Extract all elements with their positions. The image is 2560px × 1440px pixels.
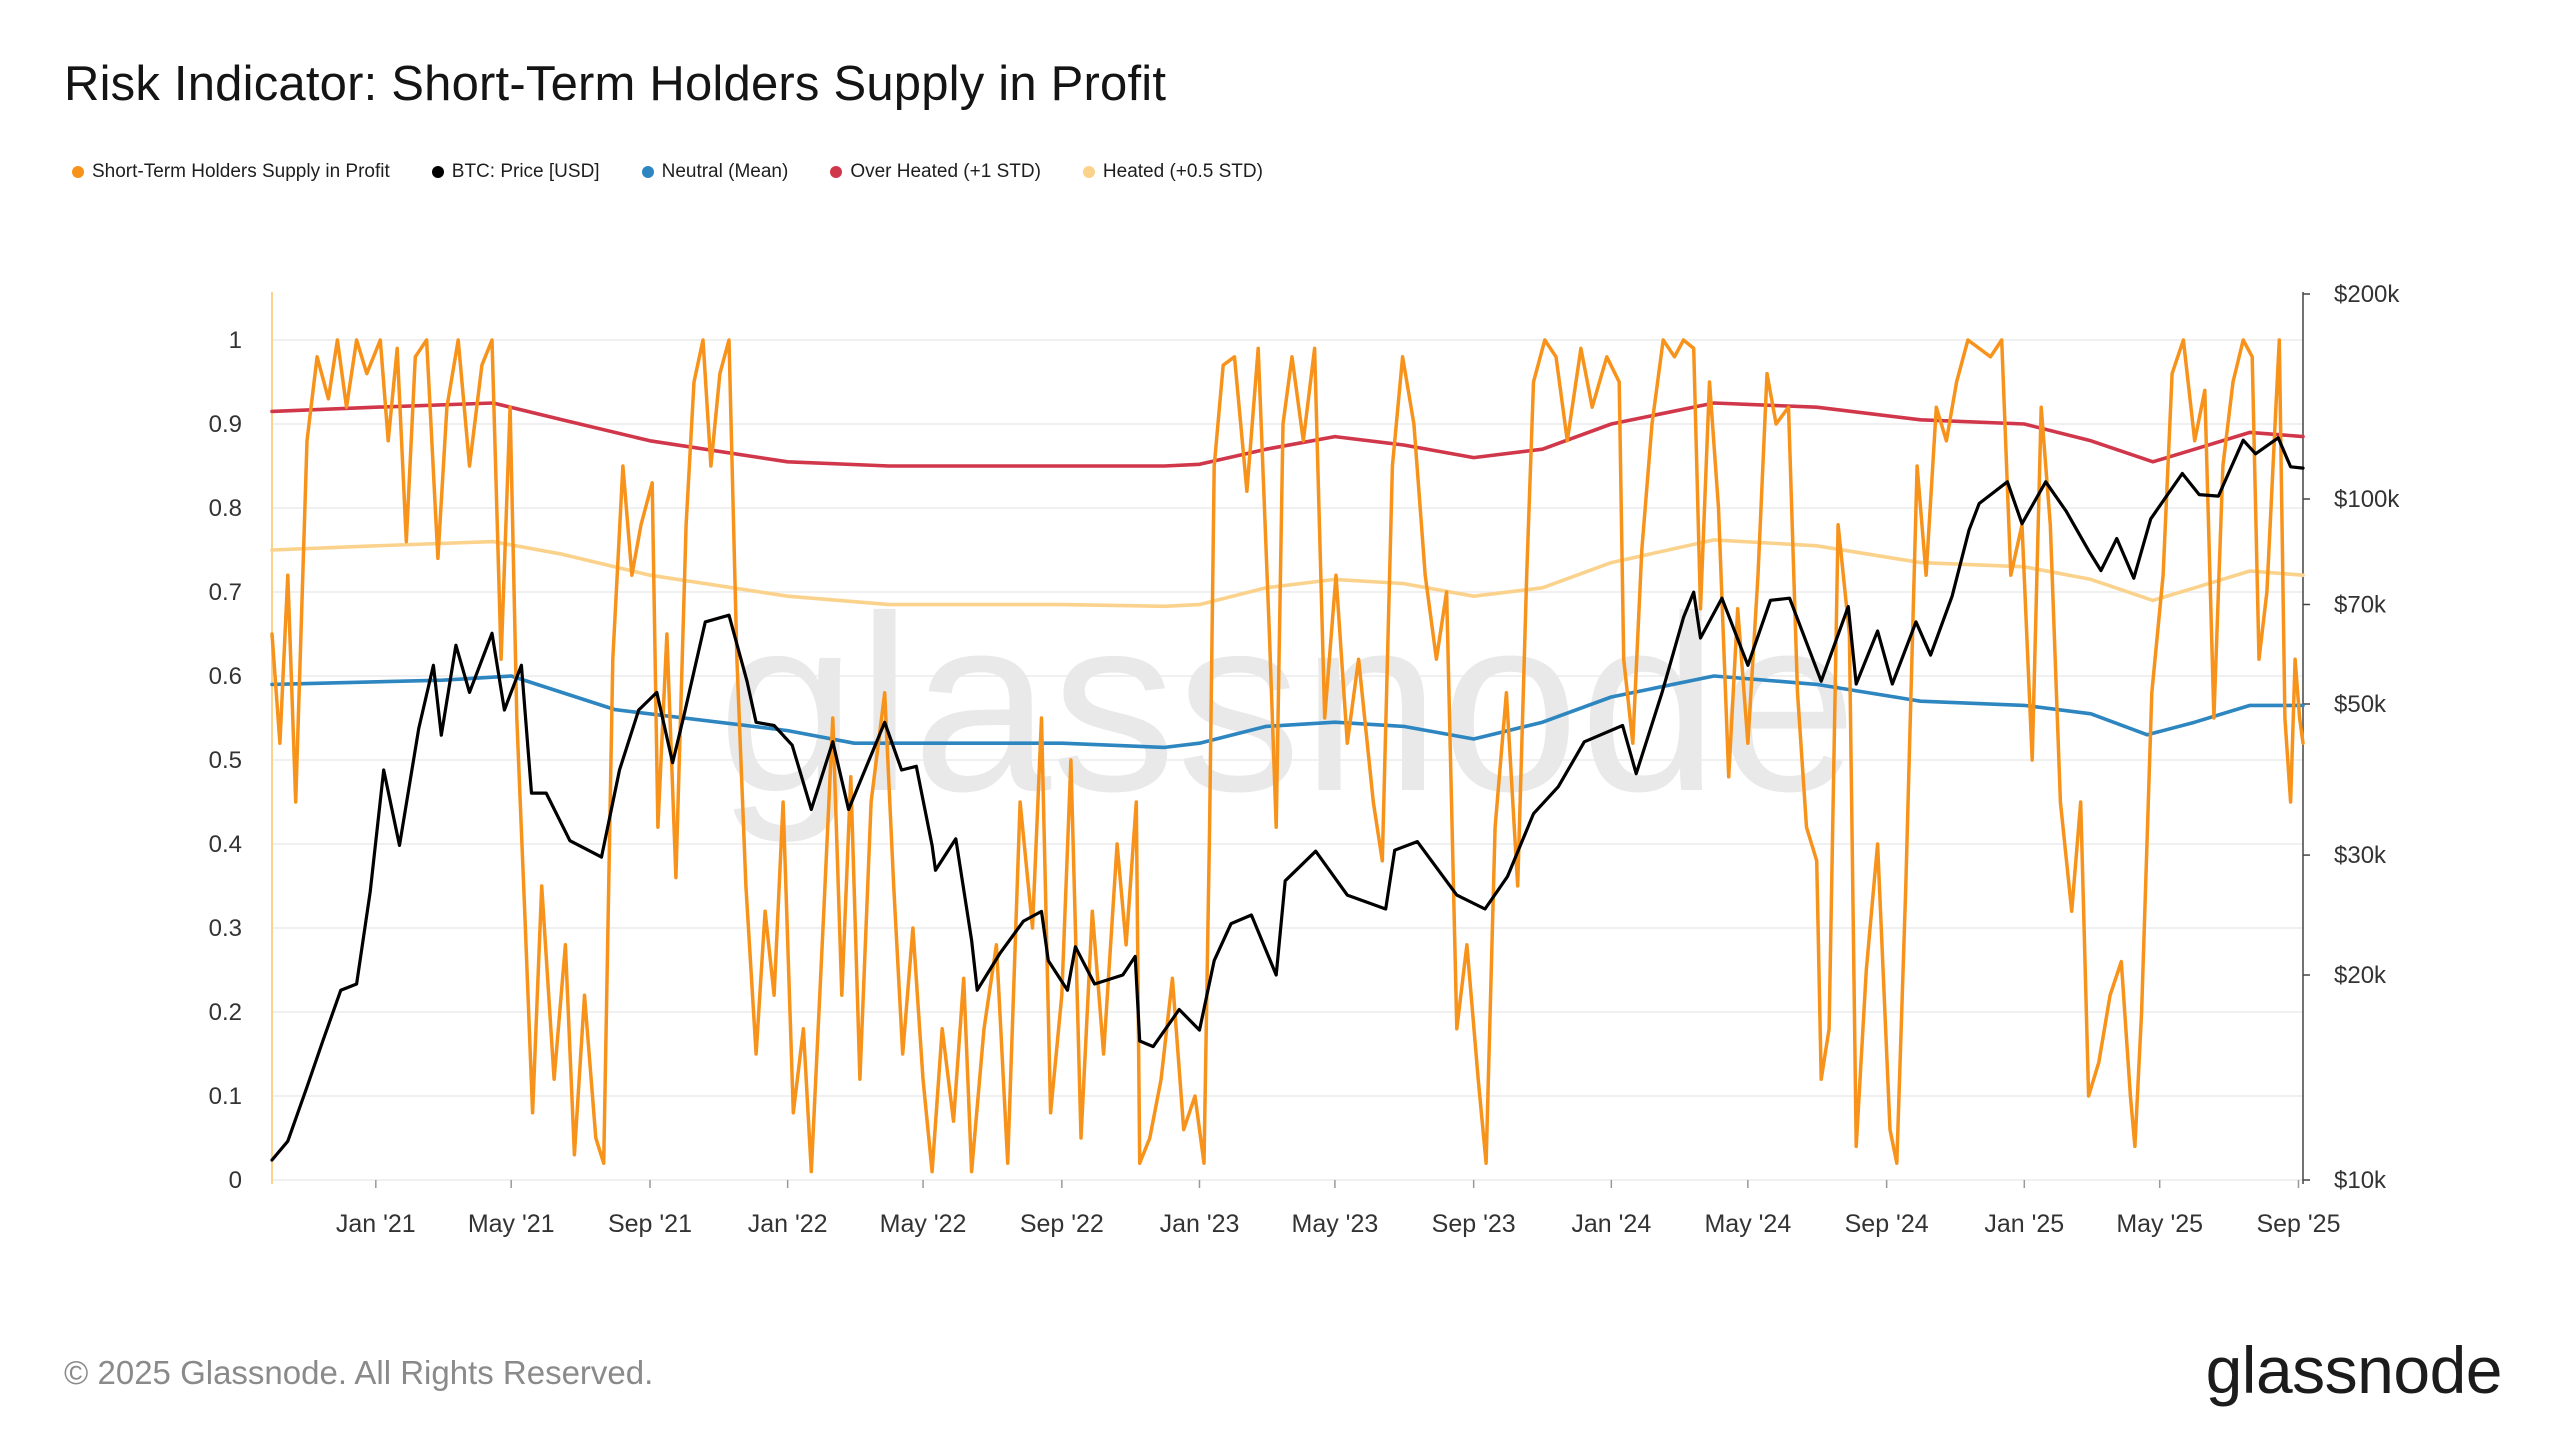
x-tick-label: May '22 [880,1210,967,1238]
y-right-tick-label: $70k [2334,591,2387,618]
series-line-btc-price-usd [270,436,2305,1162]
y-left-tick-label: 0 [229,1167,242,1194]
y-left-tick-label: 0.5 [209,747,242,774]
legend-swatch [1082,166,1095,178]
series-line-short-term-holders-supply-in-profit [270,338,2305,1174]
x-tick-label: Sep '23 [1432,1210,1516,1238]
y-right-tick-label: $100k [2334,486,2400,513]
x-tick-label: Jan '21 [336,1210,416,1238]
y-right-tick-label: $20k [2334,962,2387,989]
series-line-neutral-mean [270,674,2305,750]
y-left-tick-label: 0.8 [209,495,242,522]
copyright-text: © 2025 Glassnode. All Rights Reserved. [64,1354,654,1391]
y-left-tick-label: 1 [229,327,242,354]
legend-swatch [830,166,843,178]
legend-label: BTC: Price [USD] [451,161,600,182]
x-tick-label: Sep '24 [1845,1210,1929,1238]
x-tick-label: Sep '25 [2256,1210,2340,1238]
y-right-tick-label: $200k [2334,281,2400,308]
watermark: glassnode [718,564,1858,843]
legend-item-btc-price[interactable]: BTC: Price [USD] [431,161,600,183]
x-tick-label: May '25 [2116,1210,2203,1238]
legend-swatch [431,166,444,178]
legend-label: Short-Term Holders Supply in Profit [92,161,390,182]
x-tick-label: May '24 [1704,1210,1791,1238]
y-right-tick-label: $10k [2334,1167,2387,1194]
y-right-tick-label: $50k [2334,691,2387,718]
y-left-tick-label: 0.9 [209,411,242,438]
y-left-tick-label: 0.3 [209,915,242,942]
x-tick-label: May '23 [1292,1210,1379,1238]
legend-item-over-heated[interactable]: Over Heated (+1 STD) [830,161,1041,183]
legend-swatch [72,166,84,178]
y-left-tick-label: 0.2 [209,999,242,1026]
y-left-tick-label: 0.4 [209,831,242,858]
y-left-tick-label: 0.1 [209,1083,242,1110]
legend-label: Heated (+0.5 STD) [1102,161,1263,182]
chart-title: Risk Indicator: Short-Term Holders Suppl… [64,57,1167,111]
y-right-tick-label: $30k [2334,842,2387,869]
legend-item-neutral[interactable]: Neutral (Mean) [641,161,789,183]
series-line-over-heated-1-std [270,401,2305,468]
x-tick-label: Sep '22 [1020,1210,1104,1238]
legend-swatch [641,166,654,178]
legend-label: Over Heated (+1 STD) [850,161,1041,182]
legend: Short-Term Holders Supply in Profit BTC:… [72,161,1263,183]
x-tick-label: Jan '22 [748,1210,828,1238]
y-left-tick-label: 0.6 [209,663,242,690]
legend-item-heated[interactable]: Heated (+0.5 STD) [1082,161,1263,183]
legend-label: Neutral (Mean) [661,161,789,182]
x-tick-label: May '21 [468,1210,555,1238]
legend-item-sth-supply[interactable]: Short-Term Holders Supply in Profit [72,161,390,183]
brand-logo: glassnode [2205,1333,2503,1407]
y-left-tick-label: 0.7 [209,579,242,606]
x-tick-label: Sep '21 [608,1210,692,1238]
x-tick-label: Jan '24 [1571,1210,1651,1238]
x-tick-label: Jan '25 [1984,1210,2064,1238]
series-line-heated-0-5-std [270,538,2305,609]
x-tick-label: Jan '23 [1160,1210,1240,1238]
